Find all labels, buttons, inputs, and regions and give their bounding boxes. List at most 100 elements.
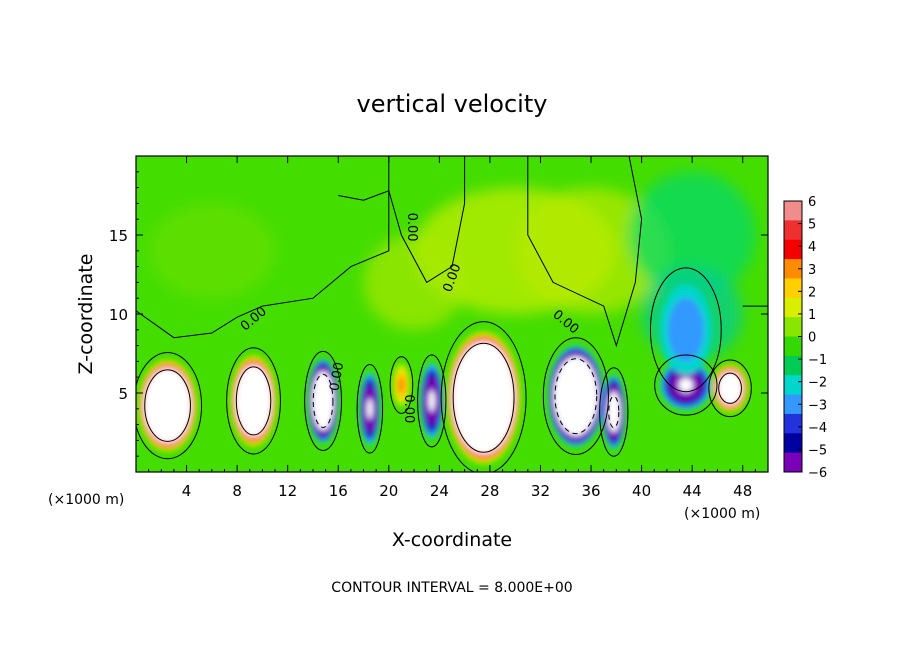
background-tint bbox=[148, 203, 276, 299]
updraft-cell bbox=[230, 354, 277, 447]
zero-contour bbox=[440, 321, 527, 472]
colorbar-swatch bbox=[784, 278, 802, 299]
downdraft-cell bbox=[659, 360, 712, 411]
background-tint bbox=[363, 235, 465, 330]
downdraft-level bbox=[608, 396, 619, 428]
downdraft-level bbox=[555, 358, 597, 434]
updraft-level bbox=[718, 373, 742, 404]
contour-label: 0.00 bbox=[327, 361, 347, 392]
colorbar-label: 3 bbox=[808, 263, 816, 278]
colorbar-swatch bbox=[784, 355, 802, 376]
downdraft-level bbox=[678, 378, 694, 393]
colorbar-label: −3 bbox=[808, 398, 827, 413]
colorbar-swatch bbox=[784, 220, 802, 241]
colorbar-swatch bbox=[784, 433, 802, 454]
x-tick-label: 24 bbox=[430, 482, 449, 500]
y-tick-label: 5 bbox=[118, 385, 128, 403]
zero-contour-upper bbox=[136, 156, 390, 339]
contour-label: 0.00 bbox=[401, 394, 416, 423]
downdraft-level bbox=[366, 398, 373, 419]
colorbar-swatch bbox=[784, 452, 802, 473]
downdraft-cell bbox=[547, 345, 605, 447]
zero-contour bbox=[389, 356, 414, 414]
colorbar-swatch bbox=[784, 201, 802, 221]
colorbar-label: 0 bbox=[808, 331, 816, 346]
colorbar-label: −5 bbox=[808, 443, 827, 458]
downdraft-cell bbox=[660, 284, 712, 375]
zero-contour bbox=[226, 347, 281, 455]
colorbar-label: 2 bbox=[808, 285, 816, 300]
updraft-cell bbox=[392, 362, 411, 408]
y-tick-label: 15 bbox=[109, 227, 128, 245]
x-axis-label: X-coordinate bbox=[392, 529, 512, 551]
x-tick-label: 40 bbox=[632, 482, 651, 500]
zero-contour bbox=[417, 354, 447, 448]
x-tick-label: 44 bbox=[683, 482, 702, 500]
level-8-contour bbox=[452, 342, 515, 453]
level-8-contour bbox=[312, 373, 334, 428]
zero-contour bbox=[136, 352, 203, 460]
zero-contour bbox=[654, 354, 718, 416]
zero-contour bbox=[599, 367, 629, 457]
updraft-cell bbox=[138, 359, 198, 452]
plot-area: 0.000.000.000.000.000.00 bbox=[136, 156, 768, 472]
y-axis-label: Z-coordinate bbox=[75, 254, 97, 375]
x-tick-label: 8 bbox=[232, 482, 242, 500]
contour-interval-note: CONTOUR INTERVAL = 8.000E+00 bbox=[331, 580, 572, 596]
level-8-contour bbox=[718, 372, 742, 404]
x-tick-label: 48 bbox=[733, 482, 752, 500]
x-unit-right: (×1000 m) bbox=[684, 506, 760, 522]
velocity-field bbox=[138, 171, 756, 465]
downdraft-level bbox=[313, 374, 333, 428]
zero-contour-upper bbox=[338, 156, 466, 284]
level-8-contour bbox=[608, 395, 620, 429]
downdraft-level bbox=[667, 297, 705, 362]
colorbar-swatch bbox=[784, 239, 802, 260]
x-tick-label: 20 bbox=[379, 482, 398, 500]
x-tick-label: 16 bbox=[329, 482, 348, 500]
colorbar-label: −1 bbox=[808, 353, 827, 368]
zero-contour bbox=[708, 359, 752, 418]
x-tick-label: 28 bbox=[480, 482, 499, 500]
downdraft-cell bbox=[420, 362, 444, 440]
y-tick-label: 10 bbox=[109, 306, 128, 324]
updraft-cell bbox=[446, 331, 521, 465]
colorbar-swatch bbox=[784, 336, 802, 357]
colorbar-swatch bbox=[784, 375, 802, 396]
zero-contour bbox=[356, 364, 384, 454]
colorbar-label: −2 bbox=[808, 376, 827, 391]
contour-label: 0.00 bbox=[404, 213, 419, 242]
updraft-level bbox=[453, 343, 515, 453]
downdraft-cell bbox=[359, 372, 381, 446]
x-tick-label: 32 bbox=[531, 482, 550, 500]
downdraft-level bbox=[428, 390, 436, 412]
colorbar-label: −6 bbox=[808, 466, 827, 481]
colorbar: 6 5 4 3 2 1 0 −1 −2 −3 −4 −5 −6 bbox=[783, 195, 827, 481]
level-8-contour bbox=[554, 358, 598, 435]
updraft-cell bbox=[711, 364, 749, 413]
colorbar-label: −4 bbox=[808, 421, 827, 436]
colorbar-label: 4 bbox=[808, 240, 816, 255]
colorbar-swatch bbox=[784, 317, 802, 337]
colorbar-swatch bbox=[784, 394, 802, 415]
chart-title: vertical velocity bbox=[357, 90, 548, 118]
zero-contour bbox=[649, 267, 722, 393]
x-tick-label: 36 bbox=[581, 482, 600, 500]
colorbar-swatch bbox=[784, 259, 802, 279]
zero-contour bbox=[542, 337, 609, 456]
downdraft-cell bbox=[601, 374, 626, 450]
updraft-level bbox=[398, 376, 405, 394]
level-8-contour bbox=[235, 366, 272, 436]
x-unit-left: (×1000 m) bbox=[48, 492, 124, 508]
level-8-contour bbox=[144, 369, 191, 442]
x-tick-label: 12 bbox=[278, 482, 297, 500]
updraft-level bbox=[144, 369, 191, 442]
x-tick-label: 4 bbox=[182, 482, 192, 500]
colorbar-label: 1 bbox=[808, 308, 816, 323]
zero-contour-upper bbox=[527, 156, 643, 348]
updraft-level bbox=[236, 366, 271, 435]
zero-contour bbox=[304, 350, 342, 451]
velocity-cells bbox=[138, 284, 749, 465]
